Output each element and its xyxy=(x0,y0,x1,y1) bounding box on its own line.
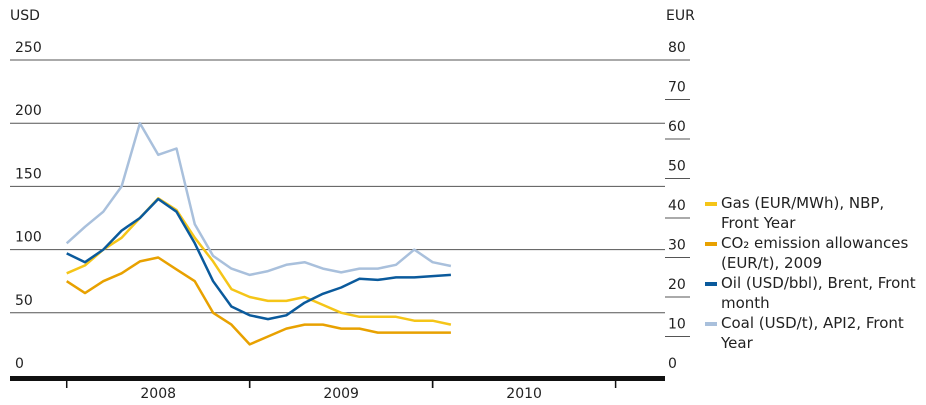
y2-tick-label: 50 xyxy=(668,159,686,175)
y-tick-label: 50 xyxy=(15,293,33,309)
y-tick-label: 100 xyxy=(15,230,42,246)
series-line xyxy=(66,197,451,321)
y2-tick-label: 20 xyxy=(668,277,686,293)
x-tick-label: 2009 xyxy=(323,386,359,402)
y2-tick-label: 10 xyxy=(668,317,686,333)
y-axis-label: USD xyxy=(10,8,40,24)
x-tick-label: 2008 xyxy=(140,386,176,402)
legend-label: Oil (USD/bbl), Brent, Front month xyxy=(721,274,916,312)
legend-item: Coal (USD/t), API2, Front Year xyxy=(705,313,920,353)
y2-tick-label: 80 xyxy=(668,40,686,56)
legend-swatch xyxy=(705,242,717,246)
legend-item: Gas (EUR/MWh), NBP, Front Year xyxy=(705,193,920,233)
y2-tick-label: 60 xyxy=(668,119,686,135)
x-axis xyxy=(10,376,665,381)
y-tick-label: 250 xyxy=(15,40,42,56)
legend-swatch xyxy=(705,322,717,326)
legend: Gas (EUR/MWh), NBP, Front Year CO₂ emissi… xyxy=(705,193,920,353)
y-tick-label: 0 xyxy=(15,356,24,372)
y2-tick-label: 40 xyxy=(668,198,686,214)
legend-label: Gas (EUR/MWh), NBP, Front Year xyxy=(721,194,885,232)
series-line xyxy=(65,121,452,277)
legend-label: Coal (USD/t), API2, Front Year xyxy=(721,314,904,352)
y-tick-label: 150 xyxy=(15,166,42,182)
legend-item: CO₂ emission allowances (EUR/t), 2009 xyxy=(705,233,920,273)
y2-tick-label: 70 xyxy=(668,80,686,96)
x-tick-label: 2010 xyxy=(506,386,542,402)
series-line xyxy=(66,197,452,326)
y-tick-label: 200 xyxy=(15,103,42,119)
y2-tick-label: 30 xyxy=(668,238,686,254)
chart: USD EUR 0 50 100 150 200 250 0 10 20 30 40 50 60 70 80… xyxy=(10,8,695,402)
legend-item: Oil (USD/bbl), Brent, Front month xyxy=(705,273,920,313)
y2-axis-label: EUR xyxy=(666,8,695,24)
legend-label: CO₂ emission allowances (EUR/t), 2009 xyxy=(721,234,909,272)
series-line xyxy=(66,256,451,346)
legend-swatch xyxy=(705,282,717,286)
legend-swatch xyxy=(705,202,717,206)
y2-tick-label: 0 xyxy=(668,356,677,372)
